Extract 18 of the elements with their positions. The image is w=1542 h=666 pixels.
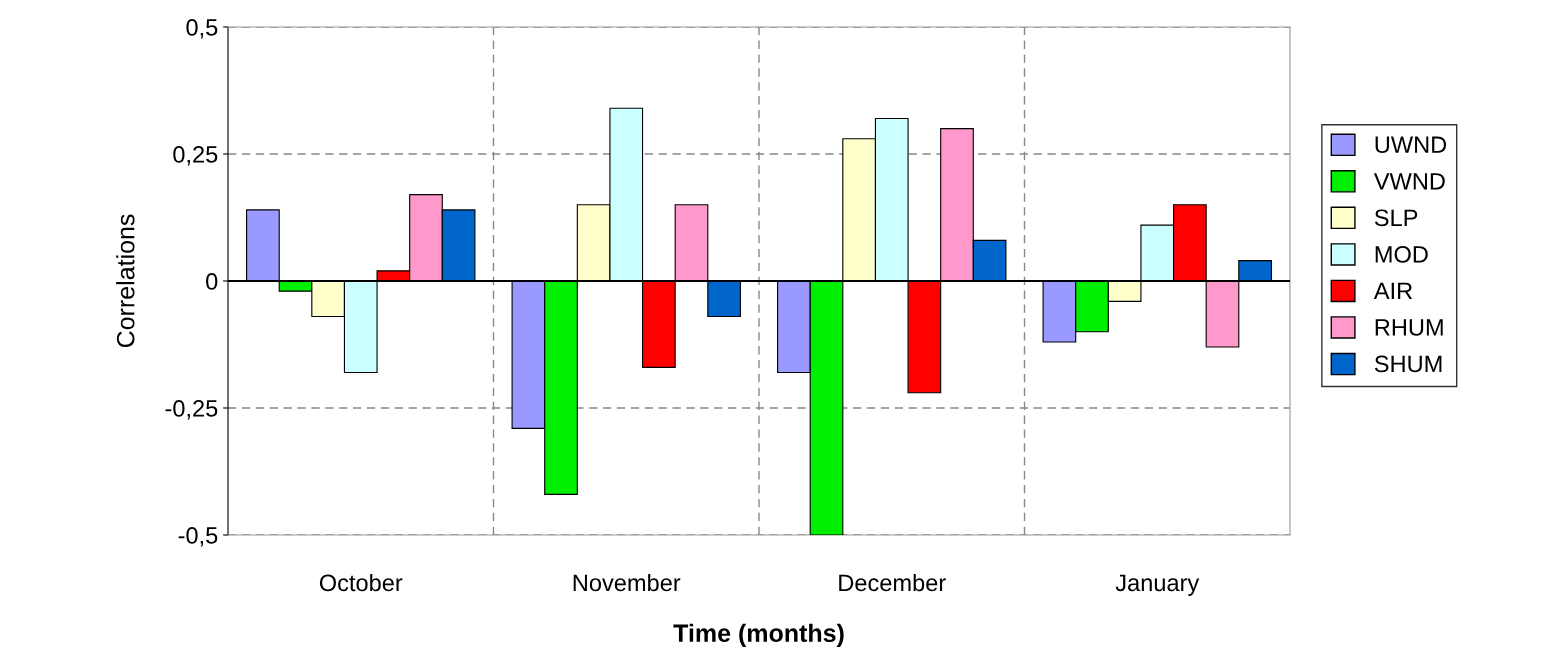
y-tick-label: 0,5 [186, 19, 218, 39]
y-tick-label: -0,25 [165, 400, 218, 420]
x-tick-label: January [1115, 574, 1200, 596]
y-tick-label: 0,25 [173, 146, 218, 166]
legend-label: SLP [1374, 209, 1418, 227]
y-axis-title: Correlations [116, 214, 135, 348]
legend-label: SHUM [1374, 355, 1442, 373]
x-tick-label: October [319, 573, 403, 592]
x-tick-label: November [573, 573, 681, 592]
x-axis-title: Time (months) [673, 623, 844, 647]
y-tick-label: -0,5 [178, 527, 218, 547]
y-tick-label: 0 [206, 273, 218, 290]
x-tick-label: December [839, 573, 946, 592]
legend-label: AIR [1373, 282, 1413, 300]
legend-label: VWND [1373, 173, 1445, 190]
legend-label: MOD [1375, 245, 1428, 263]
legend-label: UWND [1375, 136, 1447, 154]
legend-label: RHUM [1375, 319, 1443, 336]
